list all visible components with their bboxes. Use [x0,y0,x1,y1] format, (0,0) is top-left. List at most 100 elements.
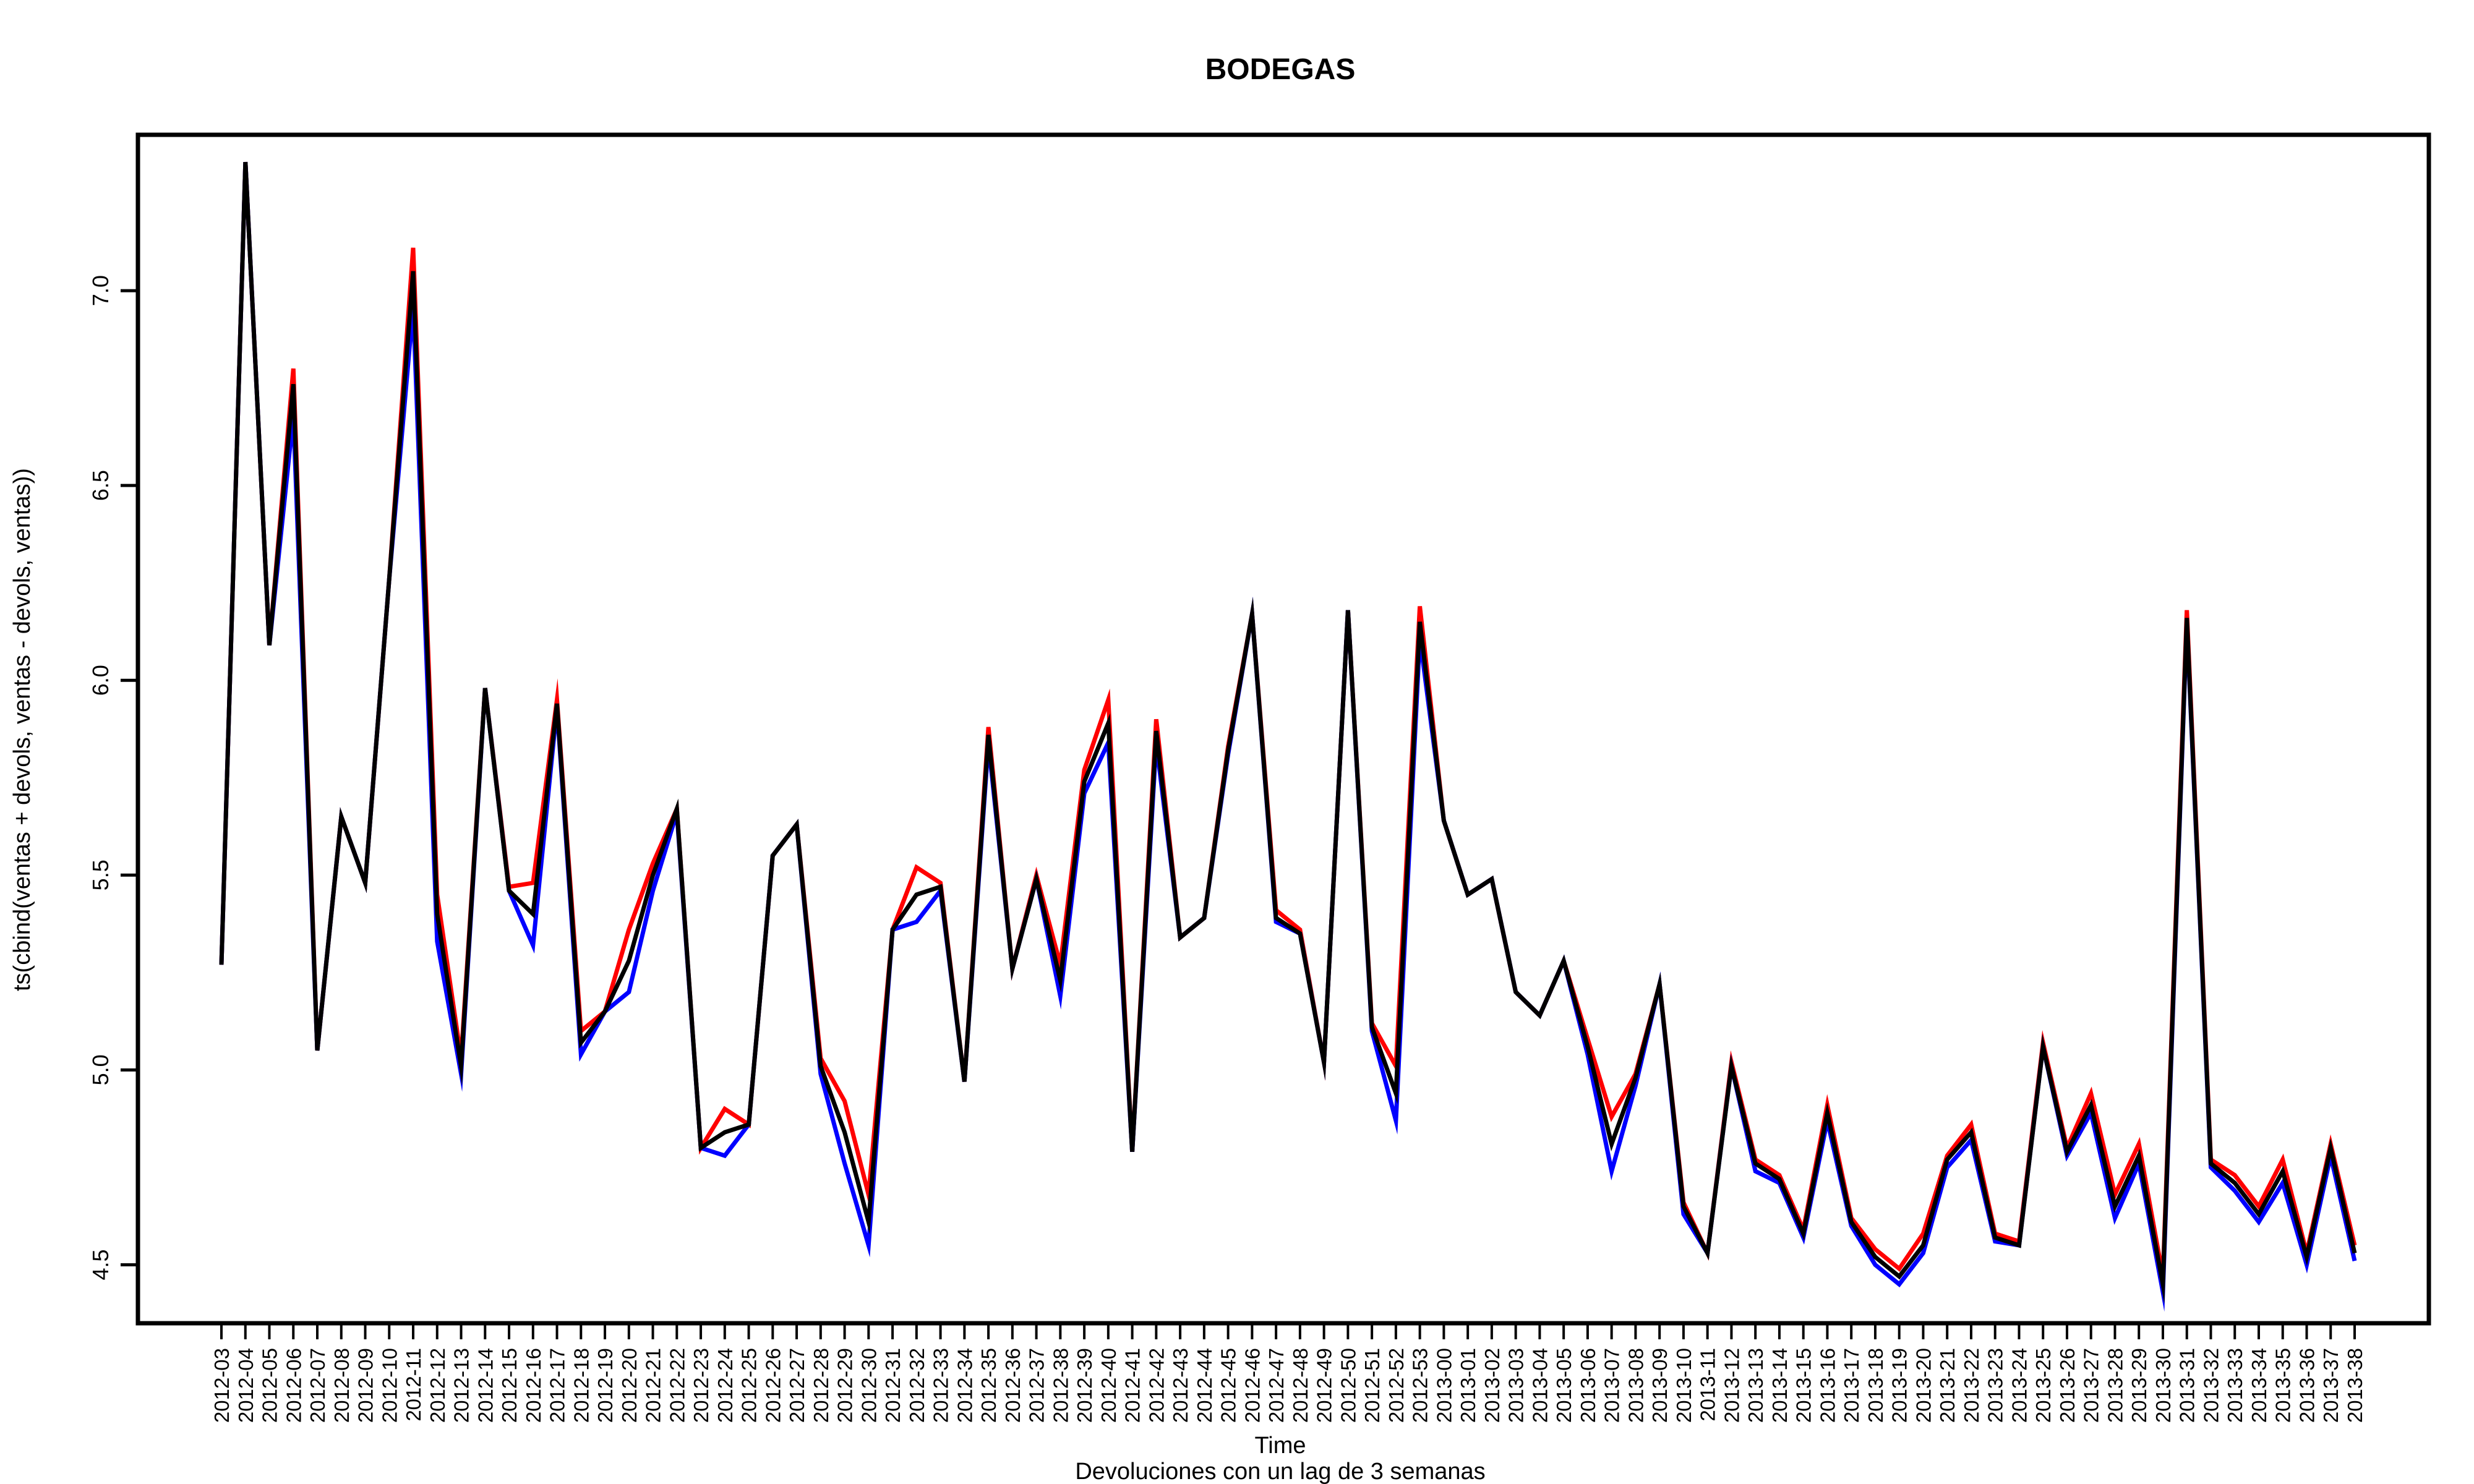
y-axis: 4.5 5.0 5.5 6.0 6.5 7.0 [88,275,138,1280]
x-tick-label: 2013-38 [2343,1348,2366,1423]
x-tick-label: 2013-35 [2272,1348,2295,1423]
x-tick-label: 2012-33 [930,1348,952,1423]
x-tick-label: 2013-00 [1432,1348,1455,1423]
x-tick-label: 2013-37 [2319,1348,2342,1423]
x-tick-label: 2012-22 [666,1348,688,1423]
x-tick-label: 2012-41 [1121,1348,1144,1423]
y-tick-label: 6.5 [88,470,113,501]
x-tick-label: 2012-32 [905,1348,928,1423]
x-tick-label: 2012-47 [1265,1348,1288,1423]
x-tick-label: 2012-05 [259,1348,281,1423]
x-tick-label: 2013-34 [2248,1348,2271,1423]
x-tick-label: 2012-49 [1313,1348,1336,1423]
x-tick-label: 2013-12 [1720,1348,1743,1423]
x-tick-label: 2012-52 [1385,1348,1408,1423]
x-tick-label: 2012-15 [498,1348,521,1423]
x-tick-label: 2012-48 [1289,1348,1312,1423]
x-tick-label: 2013-23 [1984,1348,2007,1423]
series-layer [219,161,2357,1312]
x-tick-label: 2013-11 [1697,1348,1719,1422]
x-tick-label: 2012-40 [1097,1348,1120,1423]
x-tick-label: 2013-24 [2008,1348,2031,1423]
x-tick-label: 2013-29 [2128,1348,2151,1423]
x-tick-label: 2012-29 [834,1348,857,1423]
x-tick-label: 2012-31 [881,1348,904,1423]
x-tick-label: 2013-05 [1552,1348,1575,1423]
x-tick-label: 2013-20 [1912,1348,1935,1423]
x-tick-label: 2012-12 [426,1348,449,1423]
x-tick-label: 2013-36 [2295,1348,2318,1423]
x-tick-label: 2012-30 [857,1348,880,1423]
x-tick-label: 2013-15 [1792,1348,1815,1423]
x-tick-label: 2012-38 [1049,1348,1072,1423]
x-tick-label: 2013-25 [2032,1348,2055,1423]
x-tick-label: 2013-08 [1624,1348,1647,1423]
y-axis-label: ts(cbind(ventas + devols, ventas - devol… [9,468,35,991]
y-tick-label: 6.0 [88,665,113,696]
x-tick-label: 2012-21 [642,1348,665,1423]
chart-title: BODEGAS [1205,53,1356,86]
x-tick-label: 2012-25 [738,1348,761,1423]
x-tick-label: 2012-09 [354,1348,377,1423]
x-tick-label: 2012-53 [1409,1348,1432,1423]
x-tick-label: 2012-44 [1193,1348,1216,1423]
x-tick-label: 2012-27 [785,1348,808,1423]
x-tick-label: 2013-28 [2104,1348,2126,1423]
series-line-3 [219,161,2357,1304]
x-tick-label: 2012-03 [210,1348,233,1423]
x-tick-label: 2012-24 [714,1348,737,1423]
x-tick-label: 2013-26 [2056,1348,2079,1423]
x-tick-label: 2012-34 [953,1348,976,1423]
x-tick-label: 2012-20 [618,1348,641,1423]
x-tick-label: 2012-28 [810,1348,833,1423]
y-tick-label: 5.0 [88,1054,113,1085]
x-tick-label: 2012-11 [402,1348,425,1422]
x-tick-label: 2012-37 [1025,1348,1048,1423]
x-tick-label: 2012-26 [761,1348,784,1423]
x-tick-label: 2012-06 [282,1348,305,1423]
x-tick-label: 2012-10 [378,1348,401,1423]
x-tick-label: 2013-17 [1840,1348,1863,1423]
x-tick-label: 2013-30 [2152,1348,2175,1423]
x-tick-label: 2013-06 [1577,1348,1599,1423]
y-tick-label: 4.5 [88,1249,113,1280]
x-tick-label: 2013-18 [1864,1348,1887,1423]
x-tick-label: 2013-01 [1457,1348,1479,1423]
x-tick-label: 2013-33 [2224,1348,2246,1423]
x-tick-label: 2012-50 [1337,1348,1359,1423]
x-tick-label: 2012-42 [1145,1348,1168,1423]
x-tick-label: 2012-16 [522,1348,545,1423]
x-tick-label: 2013-22 [1960,1348,1983,1423]
x-tick-label: 2013-27 [2080,1348,2103,1423]
x-axis-label: Time [1254,1433,1306,1459]
x-tick-label: 2012-43 [1169,1348,1192,1423]
x-tick-label: 2012-51 [1361,1348,1384,1423]
x-tick-label: 2013-13 [1744,1348,1767,1423]
x-tick-label: 2012-18 [570,1348,593,1423]
x-tick-label: 2013-09 [1648,1348,1671,1423]
x-tick-label: 2013-07 [1601,1348,1624,1423]
x-tick-label: 2012-35 [977,1348,1000,1423]
x-tick-label: 2012-04 [234,1348,257,1423]
x-tick-label: 2013-04 [1528,1348,1551,1423]
x-tick-label: 2012-08 [330,1348,353,1423]
x-tick-label: 2012-14 [474,1348,497,1423]
y-tick-label: 7.0 [88,275,113,306]
x-tick-label: 2012-17 [546,1348,569,1423]
x-tick-label: 2013-31 [2176,1348,2199,1423]
x-tick-label: 2012-46 [1241,1348,1264,1423]
x-tick-label: 2012-13 [450,1348,473,1423]
x-axis: 2012-03 2012-04 2012-05 2012-06 2012-07 2012-… [210,1323,2366,1423]
x-tick-label: 2012-23 [690,1348,713,1423]
x-tick-label: 2013-14 [1768,1348,1791,1423]
x-tick-label: 2012-19 [594,1348,617,1423]
x-tick-label: 2013-02 [1481,1348,1504,1423]
x-tick-label: 2013-32 [2199,1348,2222,1423]
x-tick-label: 2012-45 [1217,1348,1240,1423]
x-tick-label: 2012-36 [1001,1348,1024,1423]
x-tick-label: 2013-10 [1672,1348,1695,1423]
x-tick-label: 2012-39 [1073,1348,1096,1423]
